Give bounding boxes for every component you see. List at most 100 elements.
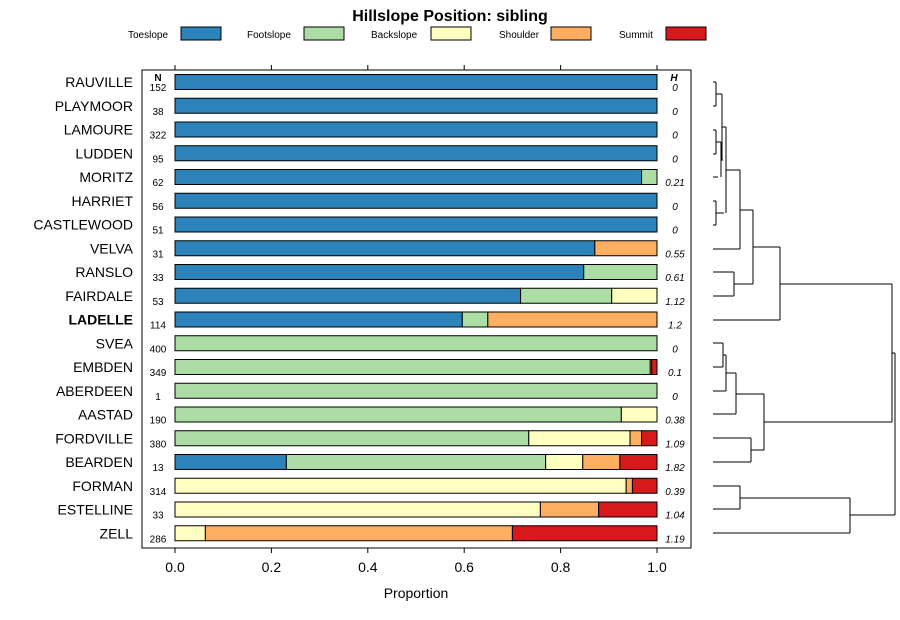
- legend-label-toeslope: Toeslope: [128, 30, 168, 41]
- row-label: MORITZ: [79, 169, 133, 185]
- row-ladelle: LADELLE 114 1.2: [68, 311, 682, 332]
- row-n-value: 190: [150, 416, 167, 427]
- row-label: AASTAD: [78, 407, 133, 423]
- row-n-value: 322: [150, 131, 167, 142]
- row-h-value: 0: [672, 226, 678, 237]
- legend-swatch-summit: [665, 26, 707, 41]
- chart-title: Hillslope Position: sibling: [352, 8, 548, 25]
- row-h-value: 0.55: [665, 249, 685, 260]
- row-castlewood: CASTLEWOOD 51 0: [33, 216, 678, 237]
- x-tick-label: 0.6: [454, 559, 474, 575]
- row-n-value: 53: [152, 297, 164, 308]
- x-tick-label: 1.0: [647, 559, 667, 575]
- row-label: RANSLO: [75, 264, 133, 280]
- row-fordville: FORDVILLE 380 1.09: [55, 430, 685, 450]
- x-axis: 0.0 0.2 0.4 0.6 0.8 1.0: [165, 65, 667, 575]
- bar-segment-toeslope: [174, 454, 287, 470]
- row-estelline: ESTELLINE 33 1.04: [58, 501, 685, 522]
- row-lamoure: LAMOURE 322 0: [64, 121, 678, 142]
- bar-segment-toeslope: [174, 169, 643, 185]
- bar-segment-footslope: [641, 169, 658, 185]
- bar-segment-toeslope: [174, 74, 658, 90]
- x-tick-label: 0.8: [551, 559, 571, 575]
- row-playmoor: PLAYMOOR 38 0: [55, 97, 678, 118]
- row-label: ABERDEEN: [56, 383, 133, 399]
- bar-segment-toeslope: [174, 216, 658, 233]
- bar-segment-shoulder: [582, 454, 621, 470]
- row-h-value: 0: [672, 107, 678, 118]
- row-h-value: 0.39: [665, 487, 685, 498]
- row-label: LAMOURE: [64, 122, 133, 138]
- row-label: FAIRDALE: [65, 288, 133, 304]
- bar-segment-toeslope: [174, 97, 658, 114]
- row-h-value: 1.82: [665, 463, 685, 474]
- row-n-value: 400: [150, 344, 167, 355]
- bar-segment-toeslope: [174, 145, 658, 162]
- row-label: CASTLEWOOD: [33, 217, 133, 233]
- row-label: ZELL: [100, 525, 134, 541]
- row-embden: EMBDEN 349 0.1: [73, 359, 682, 379]
- bar-segment-footslope: [174, 359, 651, 375]
- bar-segment-summit: [511, 525, 658, 542]
- bar-segment-backslope: [174, 501, 541, 518]
- row-n-value: 1: [155, 392, 161, 403]
- bar-segment-backslope: [174, 477, 627, 494]
- row-h-value: 0: [672, 392, 678, 403]
- row-h-value: 0.38: [665, 416, 685, 427]
- row-h-value: 1.09: [665, 439, 685, 450]
- bar-segment-footslope: [174, 430, 530, 447]
- bar-segment-summit: [651, 359, 658, 375]
- row-h-value: 0: [672, 344, 678, 355]
- row-n-value: 152: [150, 83, 167, 94]
- bar-segment-backslope: [174, 525, 206, 542]
- row-n-value: 114: [150, 321, 166, 332]
- bar-segment-summit: [631, 477, 658, 494]
- row-n-value: 33: [152, 511, 164, 522]
- bar-segment-shoulder: [625, 477, 633, 494]
- row-h-value: 0: [672, 131, 678, 142]
- bar-segment-shoulder: [629, 430, 643, 447]
- bar-segment-shoulder: [594, 240, 658, 257]
- row-label: FORDVILLE: [55, 430, 133, 446]
- row-velva: VELVA 31 0.55: [90, 240, 685, 260]
- row-moritz: MORITZ 62 0.21: [79, 169, 685, 189]
- row-h-value: 0: [672, 83, 678, 94]
- row-aberdeen: ABERDEEN 1 0: [56, 382, 678, 403]
- row-label: PLAYMOOR: [55, 98, 133, 114]
- row-label: LUDDEN: [75, 145, 133, 161]
- bar-segment-footslope: [583, 264, 658, 280]
- row-n-value: 380: [150, 439, 167, 450]
- row-h-value: 0.1: [668, 368, 682, 379]
- row-n-value: 13: [152, 463, 164, 474]
- legend: Toeslope Footslope Backslope Shoulder Summit: [128, 26, 707, 41]
- row-h-value: 1.19: [665, 534, 685, 545]
- row-harriet: HARRIET 56 0: [72, 192, 678, 213]
- row-aastad: AASTAD 190 0.38: [78, 406, 685, 427]
- row-n-value: 31: [152, 249, 164, 260]
- row-label: FORMAN: [72, 478, 133, 494]
- bar-segment-footslope: [174, 406, 622, 423]
- row-label: LADELLE: [68, 312, 133, 328]
- bar-segment-toeslope: [174, 264, 585, 280]
- row-forman: FORMAN 314 0.39: [72, 477, 685, 498]
- legend-label-shoulder: Shoulder: [499, 30, 540, 41]
- legend-label-summit: Summit: [619, 30, 653, 41]
- row-fairdale: FAIRDALE 53 1.12: [65, 287, 685, 308]
- row-label: HARRIET: [72, 193, 134, 209]
- plot-panel: [141, 69, 692, 549]
- bar-segment-backslope: [611, 287, 658, 304]
- bar-segment-footslope: [285, 454, 547, 470]
- bar-segment-toeslope: [174, 311, 463, 328]
- bar-segment-toeslope: [174, 121, 658, 138]
- bar-segment-footslope: [461, 311, 489, 328]
- row-n-value: 33: [152, 273, 164, 284]
- row-zell: ZELL 286 1.19: [100, 525, 685, 545]
- bar-segment-shoulder: [204, 525, 513, 542]
- bar-segment-summit: [619, 454, 658, 470]
- row-ranslo: RANSLO 33 0.61: [75, 264, 685, 284]
- row-rauville: RAUVILLE 152 0: [65, 74, 678, 94]
- row-label: SVEA: [96, 335, 134, 351]
- bar-segment-backslope: [528, 430, 631, 447]
- legend-swatch-shoulder: [550, 26, 592, 41]
